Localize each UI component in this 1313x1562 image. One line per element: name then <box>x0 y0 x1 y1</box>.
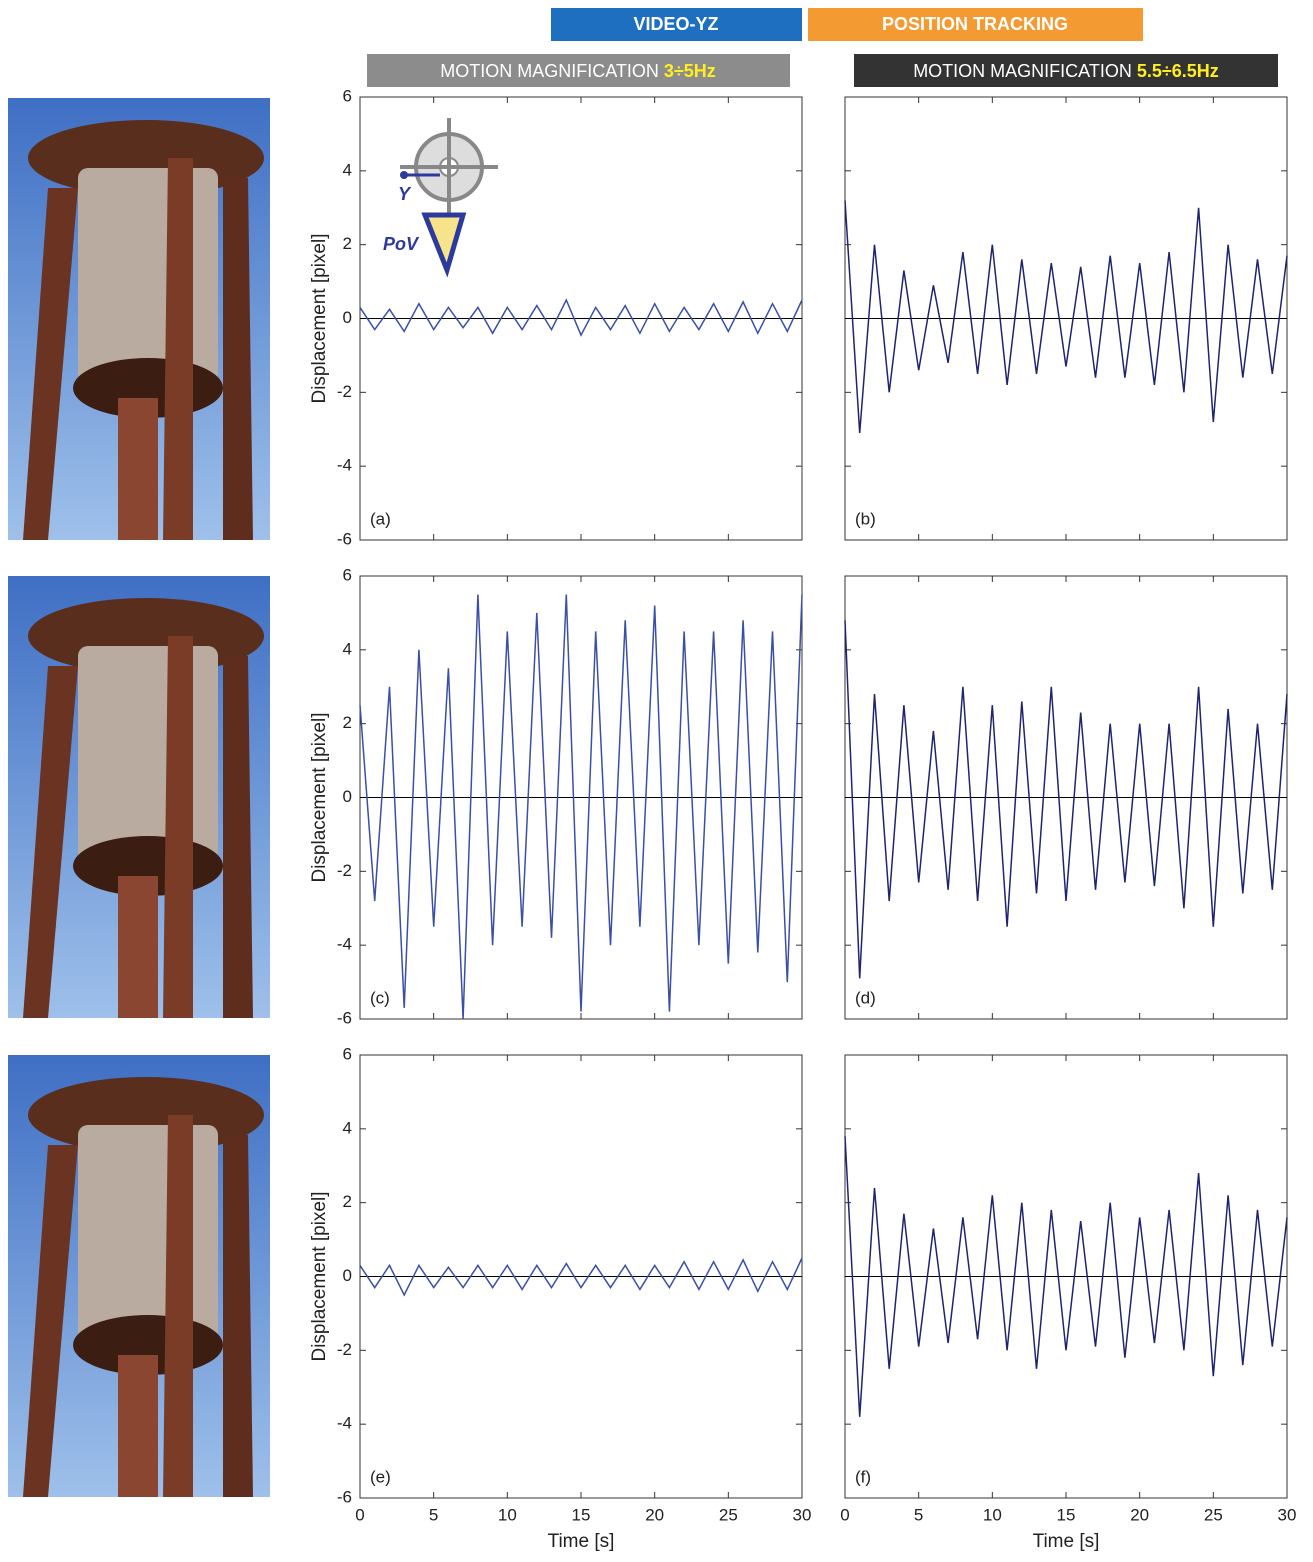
x-tick-label: 15 <box>572 1505 591 1524</box>
x-tick-label: 10 <box>498 1505 517 1524</box>
y-axis-label: Displacement [pixel] <box>309 1191 330 1361</box>
x-tick-label: 30 <box>793 1505 812 1524</box>
header: VIDEO-YZ <box>633 14 718 34</box>
photo <box>8 576 270 1018</box>
signal-line <box>359 298 803 337</box>
x-tick-label: 15 <box>1057 1505 1076 1524</box>
header-box <box>551 8 802 41</box>
y-tick-label: 4 <box>343 1118 352 1137</box>
photo <box>8 98 270 540</box>
y-tick-label: 0 <box>343 787 352 806</box>
signal-line <box>359 594 803 1020</box>
y-tick-label: 6 <box>343 86 352 105</box>
subheader-box <box>854 54 1278 87</box>
x-tick-label: 0 <box>840 1505 849 1524</box>
y-tick-label: -2 <box>337 1340 352 1359</box>
x-tick-label: 10 <box>983 1505 1002 1524</box>
y-tick-label: 4 <box>343 160 352 179</box>
subheader: MOTION MAGNIFICATION 5.5÷6.5Hz <box>913 61 1219 81</box>
panel-label: (f) <box>855 1467 871 1486</box>
subheader: MOTION MAGNIFICATION 3÷5Hz <box>440 61 716 81</box>
inset-label: PoV <box>383 234 420 254</box>
x-tick-label: 20 <box>1130 1505 1149 1524</box>
x-axis-label: Time [s] <box>548 1531 615 1552</box>
y-tick-label: -6 <box>337 1008 352 1027</box>
y-tick-label: 0 <box>343 1266 352 1285</box>
panel-label: (d) <box>855 988 876 1007</box>
x-tick-label: 25 <box>1204 1505 1223 1524</box>
x-tick-label: 20 <box>645 1505 664 1524</box>
signal-line <box>844 200 1288 433</box>
y-tick-label: -6 <box>337 1487 352 1506</box>
panel-label: (c) <box>370 988 390 1007</box>
y-tick-label: 2 <box>343 234 352 253</box>
x-tick-label: 0 <box>355 1505 364 1524</box>
y-axis-label: Displacement [pixel] <box>309 712 330 882</box>
inset-label: Y <box>398 184 412 204</box>
y-tick-label: -4 <box>337 935 352 954</box>
signal-line <box>844 620 1288 979</box>
band-text: 5.5÷6.5Hz <box>1137 61 1219 81</box>
y-tick-label: -4 <box>337 456 352 475</box>
subheader-text: MOTION MAGNIFICATION <box>440 61 659 81</box>
inset-diagram <box>400 118 498 278</box>
y-tick-label: 0 <box>343 308 352 327</box>
band-text: 3÷5Hz <box>664 61 716 81</box>
y-tick-label: 6 <box>343 565 352 584</box>
y-tick-label: -6 <box>337 529 352 548</box>
x-tick-label: 5 <box>429 1505 438 1524</box>
y-axis-label: Displacement [pixel] <box>309 233 330 403</box>
y-tick-label: 4 <box>343 639 352 658</box>
y-tick-label: 6 <box>343 1044 352 1063</box>
signal-line <box>359 1257 803 1297</box>
photo <box>8 1055 270 1497</box>
subheader-text: MOTION MAGNIFICATION <box>913 61 1132 81</box>
panel-label: (b) <box>855 509 876 528</box>
x-tick-label: 5 <box>914 1505 923 1524</box>
subheader-box <box>367 54 790 87</box>
x-axis-label: Time [s] <box>1033 1531 1100 1552</box>
panel-label: (a) <box>370 509 391 528</box>
y-tick-label: -2 <box>337 861 352 880</box>
signal-line <box>844 1136 1288 1417</box>
y-tick-label: -2 <box>337 382 352 401</box>
y-tick-label: 2 <box>343 713 352 732</box>
x-tick-label: 30 <box>1278 1505 1297 1524</box>
y-tick-label: 2 <box>343 1192 352 1211</box>
header: POSITION TRACKING <box>882 14 1068 34</box>
header-box <box>808 8 1143 41</box>
x-tick-label: 25 <box>719 1505 738 1524</box>
y-tick-label: -4 <box>337 1414 352 1433</box>
panel-label: (e) <box>370 1467 391 1486</box>
